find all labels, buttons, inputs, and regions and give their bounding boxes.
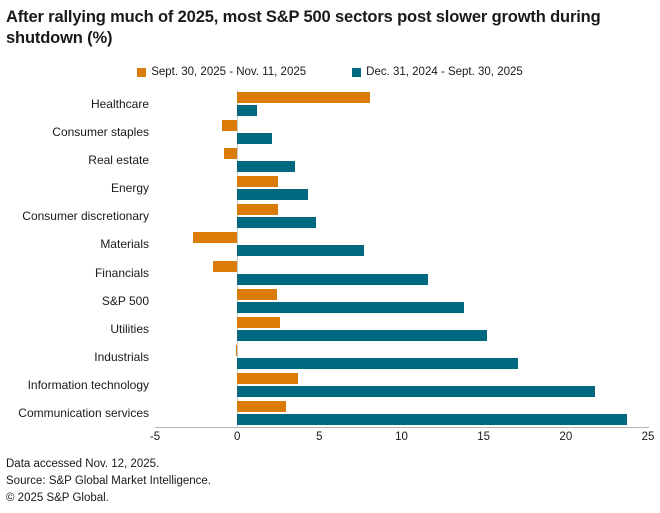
- category-label: Industrials: [94, 349, 149, 364]
- bar-ytd: [237, 357, 519, 369]
- bar-row: Industrials: [0, 343, 648, 371]
- x-tick-label: 10: [395, 431, 408, 443]
- category-label: S&P 500: [101, 293, 149, 308]
- legend-label: Dec. 31, 2024 - Sept. 30, 2025: [366, 66, 523, 78]
- bar-ytd: [237, 133, 272, 145]
- x-tick-label: -5: [149, 431, 161, 443]
- bar-shutdown: [237, 204, 279, 216]
- row-plot: [155, 399, 648, 427]
- zero-axis-line: [237, 90, 239, 427]
- footnote-data-accessed: Data accessed Nov. 12, 2025.: [6, 458, 160, 470]
- x-tick-label: 25: [641, 431, 655, 443]
- bar-shutdown: [235, 344, 238, 356]
- legend-item-1: Dec. 31, 2024 - Sept. 30, 2025: [352, 66, 523, 78]
- bar-row: S&P 500: [0, 287, 648, 315]
- row-plot: [155, 90, 648, 118]
- bar-shutdown: [237, 288, 277, 300]
- bar-row: Financials: [0, 258, 648, 286]
- row-plot: [155, 146, 648, 174]
- bar-row: Consumer discretionary: [0, 202, 648, 230]
- bar-shutdown: [192, 232, 238, 244]
- row-plot: [155, 202, 648, 230]
- bar-row: Consumer staples: [0, 118, 648, 146]
- bar-rows: Healthcare Consumer staples Real estate Ene…: [0, 90, 648, 427]
- x-tick-label: 15: [477, 431, 491, 443]
- bar-shutdown: [222, 120, 238, 132]
- x-tick-label: 20: [559, 431, 573, 443]
- row-plot: [155, 343, 648, 371]
- bar-ytd: [237, 217, 317, 229]
- category-label: Consumer staples: [52, 125, 149, 140]
- x-axis-line: [155, 427, 649, 428]
- legend-item-0: Sept. 30, 2025 - Nov. 11, 2025: [137, 66, 306, 78]
- bar-shutdown: [237, 92, 371, 104]
- bar-ytd: [237, 273, 428, 285]
- row-plot: [155, 118, 648, 146]
- legend-label: Sept. 30, 2025 - Nov. 11, 2025: [151, 66, 307, 78]
- bar-chart-plot-area: Healthcare Consumer staples Real estate Ene…: [0, 90, 660, 443]
- category-label: Financials: [94, 265, 149, 280]
- category-label: Materials: [100, 237, 149, 252]
- row-plot: [155, 287, 648, 315]
- bar-ytd: [237, 161, 295, 173]
- row-plot: [155, 230, 648, 258]
- chart-title: After rallying much of 2025, most S&P 50…: [6, 8, 601, 48]
- category-label: Healthcare: [90, 97, 149, 112]
- legend-swatch-icon: [137, 67, 147, 77]
- category-label: Real estate: [88, 153, 149, 168]
- category-label: Information technology: [27, 377, 149, 392]
- category-label: Consumer discretionary: [22, 209, 149, 224]
- bar-ytd: [237, 301, 464, 313]
- bar-row: Utilities: [0, 315, 648, 343]
- bar-shutdown: [212, 260, 238, 272]
- category-label: Communication services: [18, 405, 149, 420]
- bar-ytd: [237, 329, 487, 341]
- bar-shutdown: [237, 400, 287, 412]
- bar-ytd: [237, 385, 596, 397]
- bar-shutdown: [237, 176, 279, 188]
- bar-row: Real estate: [0, 146, 648, 174]
- row-plot: [155, 174, 648, 202]
- bar-row: Energy: [0, 174, 648, 202]
- chart-footnotes: Data accessed Nov. 12, 2025. Source: S&P…: [6, 456, 211, 507]
- row-plot: [155, 258, 648, 286]
- bar-row: Information technology: [0, 371, 648, 399]
- bar-ytd: [237, 245, 364, 257]
- row-plot: [155, 315, 648, 343]
- bar-ytd: [237, 105, 257, 117]
- legend-swatch-icon: [352, 67, 362, 77]
- bar-ytd: [237, 413, 627, 425]
- x-axis-ticks: -5 0 5 10 15 20 25: [150, 431, 655, 447]
- category-label: Utilities: [110, 321, 149, 336]
- row-plot: [155, 371, 648, 399]
- footnote-source: Source: S&P Global Market Intelligence.: [6, 475, 211, 487]
- bar-shutdown: [224, 148, 238, 160]
- bar-row: Materials: [0, 230, 648, 258]
- bar-shutdown: [237, 316, 280, 328]
- bar-row: Communication services: [0, 399, 648, 427]
- category-label: Energy: [110, 181, 149, 196]
- footnote-copyright: © 2025 S&P Global.: [6, 492, 109, 504]
- x-tick-label: 5: [316, 431, 323, 443]
- x-tick-label: 0: [233, 431, 241, 443]
- bar-shutdown: [237, 372, 298, 384]
- bar-row: Healthcare: [0, 90, 648, 118]
- chart-legend: Sept. 30, 2025 - Nov. 11, 2025 Dec. 31, 2…: [0, 64, 660, 80]
- bar-ytd: [237, 189, 308, 201]
